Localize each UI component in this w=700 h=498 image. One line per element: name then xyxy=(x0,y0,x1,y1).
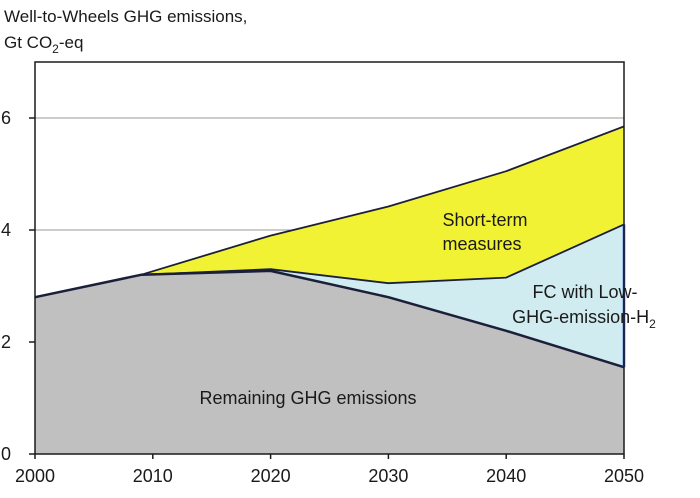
y-tick-label-4: 4 xyxy=(1,220,11,240)
chart-title-line1: Well-to-Wheels GHG emissions, xyxy=(4,7,247,26)
label-remaining: Remaining GHG emissions xyxy=(199,388,416,408)
label-short-term-line2: measures xyxy=(442,234,521,254)
x-tick-label-2040: 2040 xyxy=(486,466,526,486)
y-tick-label-0: 0 xyxy=(1,444,11,464)
x-tick-label-2020: 2020 xyxy=(251,466,291,486)
area-fc-low-ghg-h2-top-line xyxy=(140,223,625,285)
x-tick-label-2010: 2010 xyxy=(133,466,173,486)
label-fc-line1: FC with Low- xyxy=(532,282,637,302)
plot-frame xyxy=(34,61,625,455)
y-tick-label-6: 6 xyxy=(1,108,11,128)
area-short-term-top-line xyxy=(140,125,625,276)
area-remaining-top-line xyxy=(34,269,625,369)
y-tick-label-2: 2 xyxy=(1,332,11,352)
area-remaining xyxy=(35,270,624,454)
x-tick-label-2050: 2050 xyxy=(604,466,644,486)
x-tick-label-2000: 2000 xyxy=(15,466,55,486)
label-short-term-line1: Short-term xyxy=(442,210,527,230)
x-tick-label-2030: 2030 xyxy=(368,466,408,486)
y-axis: 0 2 4 6 xyxy=(1,108,35,464)
label-fc-line2: GHG-emission-H2 xyxy=(512,307,656,331)
chart-title-line2: Gt CO2-eq xyxy=(4,33,83,56)
area-short-term xyxy=(141,126,624,284)
x-axis: 2000 2010 2020 2030 2040 2050 xyxy=(15,454,644,486)
